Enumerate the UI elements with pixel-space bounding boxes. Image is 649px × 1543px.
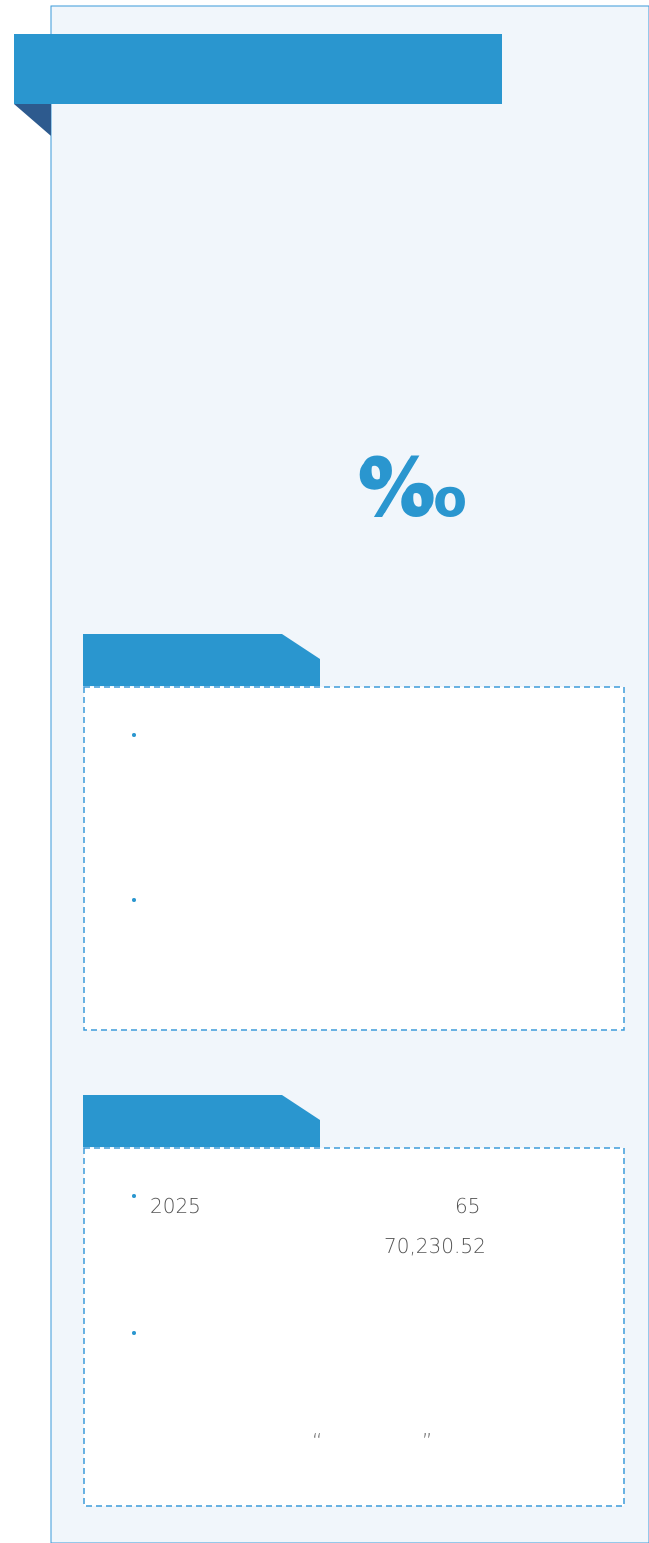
title-banner bbox=[14, 34, 502, 104]
bullet bbox=[132, 1194, 136, 1198]
amount-text: 70,230.52 bbox=[384, 1234, 486, 1258]
open-quote: “ bbox=[312, 1429, 322, 1453]
section-box bbox=[83, 686, 625, 1031]
close-quote: ” bbox=[422, 1429, 432, 1453]
banner-fold bbox=[14, 104, 51, 136]
section-box bbox=[83, 1147, 625, 1507]
bullet bbox=[132, 898, 136, 902]
permille-symbol: ‰ bbox=[357, 445, 466, 534]
year-text: 2025 bbox=[150, 1194, 201, 1218]
section-tab bbox=[83, 1095, 320, 1147]
bullet bbox=[132, 733, 136, 737]
percent-symbol: % bbox=[360, 441, 436, 530]
section-tab bbox=[83, 634, 320, 686]
bullet bbox=[132, 1331, 136, 1335]
number-text: 65 bbox=[455, 1194, 480, 1218]
